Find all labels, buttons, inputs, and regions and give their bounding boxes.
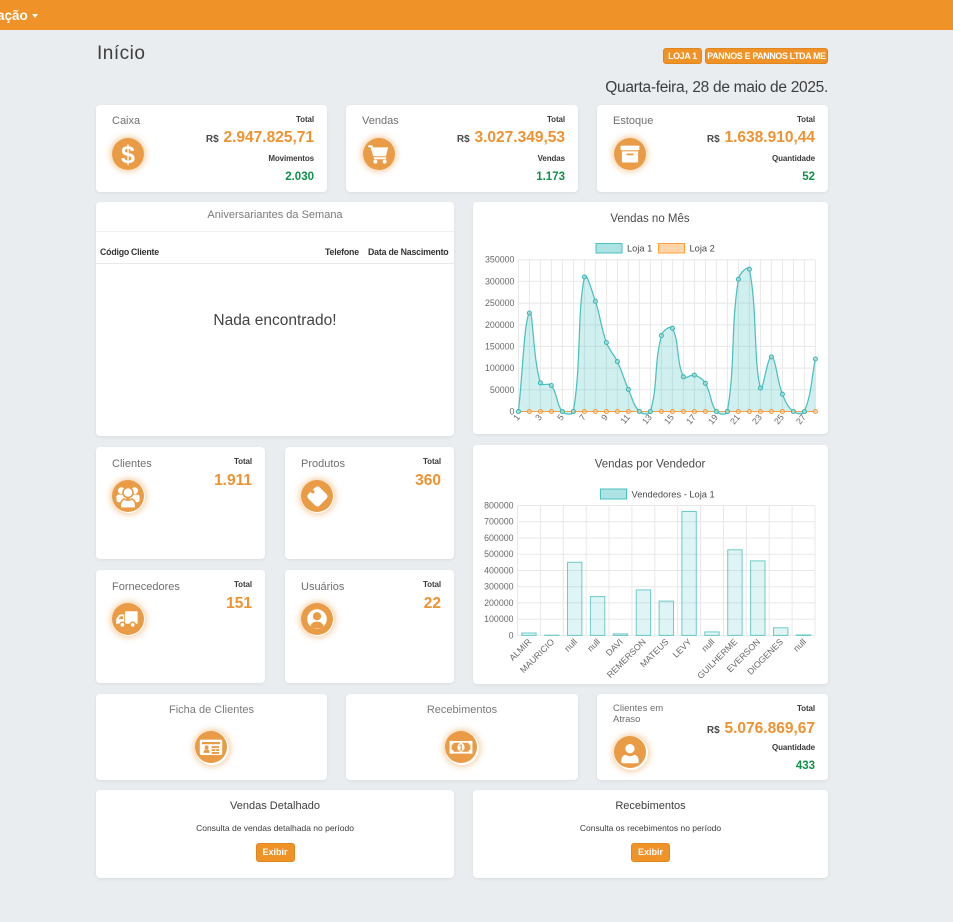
svg-text:13: 13 <box>640 412 654 426</box>
svg-text:3: 3 <box>533 412 544 422</box>
svg-text:600000: 600000 <box>484 533 513 543</box>
svg-text:9: 9 <box>599 412 610 422</box>
svg-text:19: 19 <box>706 412 720 426</box>
svg-text:200000: 200000 <box>484 598 513 608</box>
svg-text:250000: 250000 <box>485 298 514 308</box>
svg-text:50000: 50000 <box>490 385 515 395</box>
svg-text:null: null <box>585 637 602 654</box>
svg-text:100000: 100000 <box>484 614 513 624</box>
svg-text:Loja 1: Loja 1 <box>627 244 652 254</box>
svg-text:150000: 150000 <box>485 341 514 351</box>
svg-text:27: 27 <box>794 412 808 426</box>
svg-text:400000: 400000 <box>484 565 513 575</box>
svg-text:Vendas no Mês: Vendas no Mês <box>610 213 690 225</box>
svg-text:1: 1 <box>459 742 464 752</box>
svg-text:$: $ <box>121 141 135 169</box>
svg-text:15: 15 <box>662 412 676 426</box>
svg-text:0: 0 <box>509 407 514 417</box>
svg-text:LEVY: LEVY <box>671 637 694 660</box>
svg-text:11: 11 <box>618 412 632 426</box>
svg-text:200000: 200000 <box>485 320 514 330</box>
svg-text:21: 21 <box>728 412 742 426</box>
svg-text:Vendedores - Loja 1: Vendedores - Loja 1 <box>632 490 715 500</box>
svg-text:25: 25 <box>772 412 786 426</box>
svg-text:7: 7 <box>577 412 588 422</box>
svg-text:Vendas por Vendedor: Vendas por Vendedor <box>595 459 706 471</box>
svg-text:800000: 800000 <box>484 501 513 511</box>
svg-text:null: null <box>562 637 579 654</box>
svg-text:null: null <box>700 637 717 654</box>
svg-text:300000: 300000 <box>485 276 514 286</box>
svg-text:100000: 100000 <box>485 363 514 373</box>
svg-text:500000: 500000 <box>484 549 513 559</box>
svg-text:5: 5 <box>555 412 566 422</box>
svg-text:350000: 350000 <box>485 255 514 265</box>
svg-text:300000: 300000 <box>484 582 513 592</box>
svg-text:Loja 2: Loja 2 <box>690 244 715 254</box>
svg-text:1: 1 <box>511 412 522 422</box>
svg-text:0: 0 <box>509 630 514 640</box>
svg-text:17: 17 <box>684 412 698 426</box>
svg-text:null: null <box>791 637 808 654</box>
svg-text:23: 23 <box>750 412 764 426</box>
svg-text:700000: 700000 <box>484 517 513 527</box>
